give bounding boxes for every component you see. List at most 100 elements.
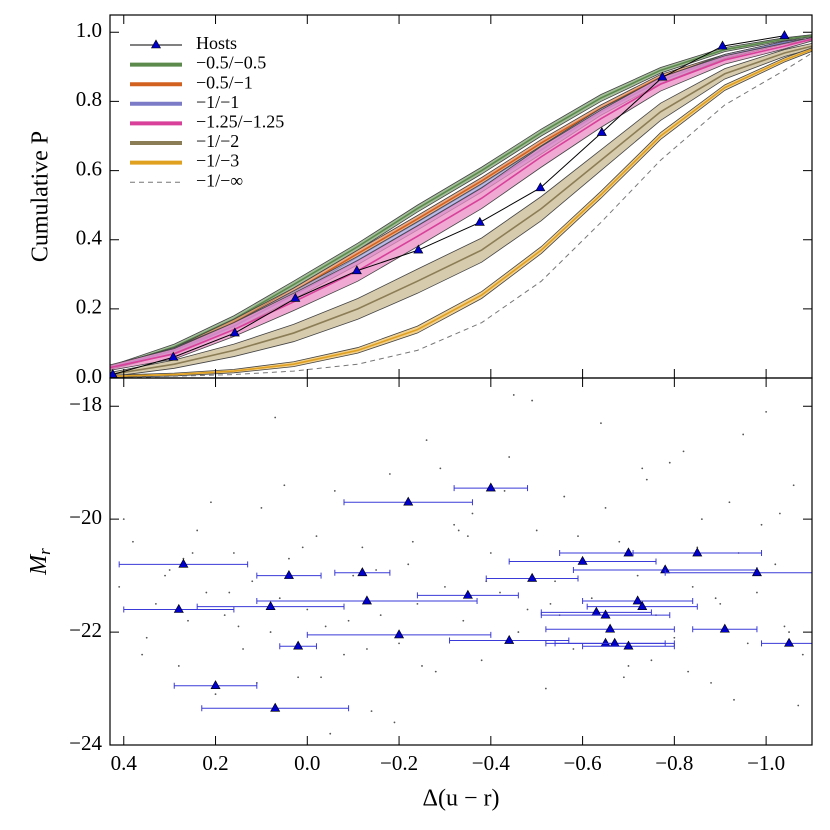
y-axis-label-main: M bbox=[26, 553, 52, 576]
legend-marker bbox=[150, 39, 162, 49]
background-point bbox=[604, 506, 607, 509]
host-marker bbox=[290, 292, 301, 302]
host-marker bbox=[474, 216, 485, 226]
background-point bbox=[508, 456, 511, 458]
background-point bbox=[182, 557, 185, 560]
background-point bbox=[788, 631, 790, 633]
background-point bbox=[797, 704, 800, 707]
host-marker bbox=[361, 595, 372, 605]
background-point bbox=[333, 490, 336, 492]
hosts-line bbox=[112, 35, 785, 376]
background-point bbox=[549, 602, 552, 605]
x-tick-label: −0.6 bbox=[564, 751, 602, 775]
background-point bbox=[778, 512, 781, 515]
host-marker bbox=[394, 629, 405, 639]
x-axis-label: Δ(u − r) bbox=[423, 786, 500, 812]
background-point bbox=[388, 473, 391, 475]
plot-area bbox=[110, 30, 812, 378]
background-point bbox=[154, 602, 157, 605]
background-point bbox=[544, 687, 547, 690]
background-point bbox=[733, 698, 735, 701]
background-point bbox=[535, 529, 538, 532]
background-point bbox=[425, 439, 428, 442]
background-point bbox=[260, 506, 263, 509]
host-marker bbox=[623, 547, 634, 557]
background-point bbox=[370, 710, 373, 713]
legend-label: −1/−3 bbox=[196, 151, 239, 171]
background-point bbox=[214, 693, 217, 696]
host-marker bbox=[657, 71, 668, 81]
background-point bbox=[462, 619, 465, 622]
legend-label: Hosts bbox=[196, 33, 237, 53]
host-marker bbox=[784, 637, 795, 647]
background-point bbox=[641, 467, 644, 470]
background-point bbox=[489, 552, 492, 554]
background-point bbox=[164, 574, 166, 577]
legend-label: −1/−2 bbox=[196, 131, 239, 151]
background-point bbox=[627, 665, 630, 667]
background-point bbox=[301, 546, 304, 549]
background-point bbox=[196, 529, 199, 532]
host-marker bbox=[692, 547, 703, 557]
band bbox=[110, 47, 812, 378]
background-point bbox=[480, 659, 483, 662]
background-point bbox=[765, 410, 768, 413]
background-point bbox=[118, 586, 121, 588]
background-point bbox=[361, 546, 364, 549]
host-marker bbox=[293, 640, 304, 650]
host-marker bbox=[265, 601, 276, 610]
host-marker bbox=[596, 126, 607, 136]
host-marker bbox=[229, 327, 240, 337]
host-marker bbox=[751, 567, 762, 577]
background-point bbox=[526, 608, 529, 611]
background-point bbox=[242, 648, 244, 650]
y-tick-label: −22 bbox=[69, 618, 102, 642]
y-tick-label: 0.0 bbox=[76, 364, 102, 388]
background-point bbox=[416, 602, 419, 605]
x-tick-label: −0.2 bbox=[380, 751, 418, 775]
background-point bbox=[774, 563, 777, 566]
background-point bbox=[393, 721, 396, 724]
background-point bbox=[324, 625, 327, 628]
background-point bbox=[691, 586, 694, 588]
background-point bbox=[205, 591, 208, 594]
background-point bbox=[577, 535, 579, 537]
background-point bbox=[347, 619, 350, 622]
host-marker bbox=[504, 634, 515, 644]
background-point bbox=[783, 625, 786, 628]
background-point bbox=[223, 614, 226, 617]
host-marker bbox=[173, 603, 184, 613]
background-point bbox=[742, 433, 745, 436]
background-point bbox=[471, 512, 474, 515]
host-marker bbox=[351, 265, 362, 275]
background-point bbox=[132, 540, 134, 543]
background-point bbox=[760, 523, 763, 526]
background-point bbox=[719, 602, 722, 605]
background-point bbox=[439, 467, 442, 470]
host-marker bbox=[178, 558, 189, 568]
y-tick-label: 0.2 bbox=[76, 295, 102, 319]
background-point bbox=[141, 653, 144, 656]
legend-label: −1/−1 bbox=[196, 92, 239, 112]
background-point bbox=[453, 523, 456, 526]
background-point bbox=[379, 614, 382, 617]
plot-area bbox=[118, 394, 812, 735]
background-point bbox=[444, 586, 446, 588]
background-point bbox=[600, 422, 602, 425]
background-point bbox=[801, 653, 804, 656]
host-marker bbox=[527, 572, 538, 582]
host-marker bbox=[403, 496, 414, 506]
legend-label: −1/−∞ bbox=[196, 170, 243, 190]
background-point bbox=[366, 648, 368, 650]
y-tick-label: −18 bbox=[69, 392, 102, 416]
background-point bbox=[746, 642, 749, 645]
y-tick-label: 0.4 bbox=[76, 226, 103, 250]
band-line bbox=[110, 48, 812, 378]
background-point bbox=[315, 535, 318, 537]
background-point bbox=[590, 597, 593, 600]
background-point bbox=[375, 569, 378, 571]
background-point bbox=[288, 557, 290, 560]
host-marker bbox=[637, 601, 648, 610]
x-tick-label: −1.0 bbox=[747, 751, 785, 775]
